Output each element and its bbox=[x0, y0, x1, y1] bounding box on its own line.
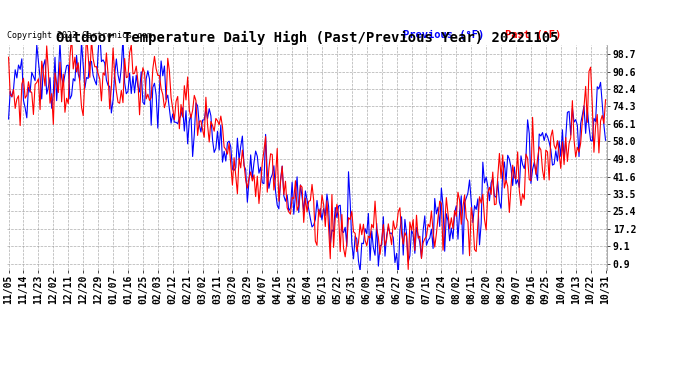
Title: Outdoor Temperature Daily High (Past/Previous Year) 20221105: Outdoor Temperature Daily High (Past/Pre… bbox=[56, 31, 558, 45]
Text: Previous (°F): Previous (°F) bbox=[403, 30, 484, 40]
Text: Copyright 2022 Cartronics.com: Copyright 2022 Cartronics.com bbox=[7, 32, 152, 40]
Text: Past (°F): Past (°F) bbox=[505, 30, 562, 40]
